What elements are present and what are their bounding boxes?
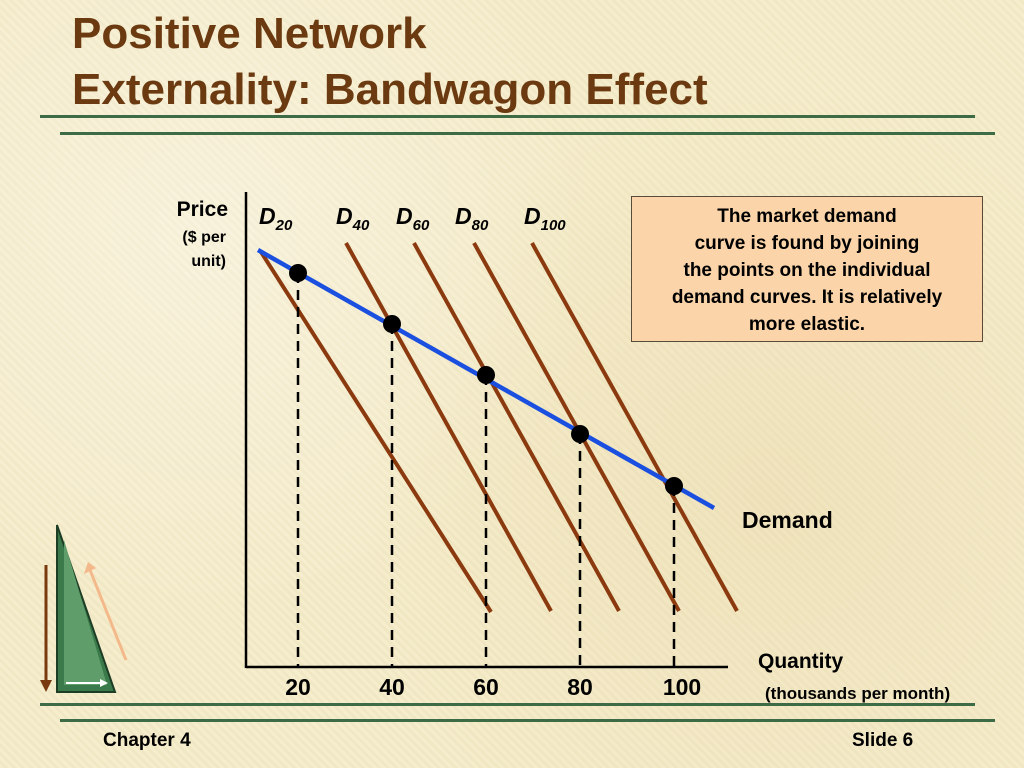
demand-curve-d20 bbox=[259, 250, 493, 614]
title-line-2: Externality: Bandwagon Effect bbox=[72, 65, 708, 114]
x-tick-label-80: 80 bbox=[567, 674, 593, 700]
demand-curve-d60 bbox=[412, 242, 621, 612]
x-tick-label-100: 100 bbox=[663, 674, 701, 700]
explanation-callout: The market demand curve is found by join… bbox=[631, 196, 983, 342]
market-point-40 bbox=[383, 315, 401, 333]
x-axis-label: Quantity bbox=[758, 650, 843, 673]
slide-title: Positive Network Externality: Bandwagon … bbox=[72, 6, 708, 118]
x-axis-unit: (thousands per month) bbox=[765, 684, 950, 703]
callout-line-1: The market demand bbox=[717, 206, 897, 227]
footer-slide: Slide 6 bbox=[852, 730, 914, 751]
x-tick-label-60: 60 bbox=[473, 674, 499, 700]
x-tick-label-40: 40 bbox=[379, 674, 405, 700]
callout-line-4: demand curves. It is relatively bbox=[671, 287, 943, 308]
x-tick-label-20: 20 bbox=[285, 674, 311, 700]
y-axis-label-line-2: ($ per bbox=[182, 229, 226, 246]
demand-curve-d100 bbox=[530, 242, 739, 612]
title-line-1: Positive Network bbox=[72, 9, 427, 58]
market-point-80 bbox=[571, 425, 589, 443]
bottom-rule-2 bbox=[60, 719, 995, 722]
demand-curve-d40 bbox=[344, 242, 553, 612]
market-point-100 bbox=[665, 477, 683, 495]
callout-line-5: more elastic. bbox=[748, 314, 866, 335]
y-axis-label-line-3: unit) bbox=[191, 253, 226, 270]
curve-label-d100: D100 bbox=[524, 203, 566, 234]
curve-label-d20: D20 bbox=[259, 203, 293, 234]
top-rule-1 bbox=[40, 115, 975, 118]
top-rule-2 bbox=[60, 132, 995, 135]
curve-label-d60: D60 bbox=[396, 203, 430, 234]
green-triangle-arrows-icon bbox=[40, 524, 128, 693]
callout-line-2: curve is found by joining bbox=[694, 233, 920, 254]
y-axis-label-line-1: Price bbox=[177, 198, 228, 221]
market-demand-label: Demand bbox=[742, 507, 833, 533]
bottom-rule-1 bbox=[40, 703, 975, 706]
market-point-20 bbox=[289, 264, 307, 282]
curve-label-d80: D80 bbox=[455, 203, 489, 234]
footer-chapter: Chapter 4 bbox=[103, 730, 191, 751]
market-point-60 bbox=[477, 366, 495, 384]
callout-line-3: the points on the individual bbox=[683, 260, 931, 281]
curve-label-d40: D40 bbox=[336, 203, 370, 234]
